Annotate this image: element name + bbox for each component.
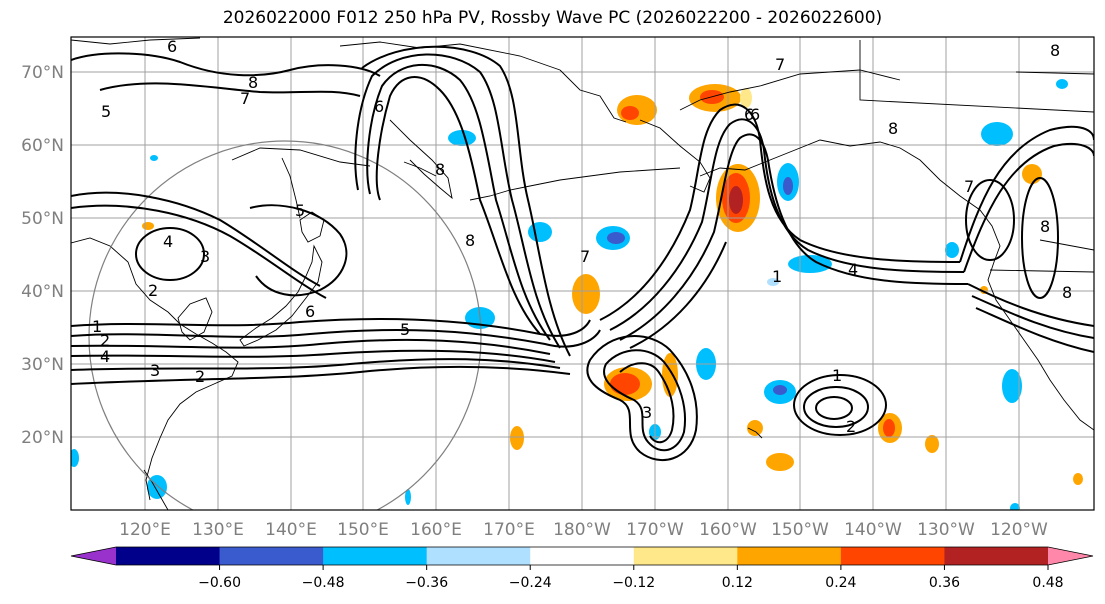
colorbar-tick-label: −0.60 — [198, 575, 241, 591]
lon-label: 130°E — [192, 520, 244, 540]
contour-label: 3 — [642, 403, 652, 422]
contour-labels: 6 8 7 5 6 8 6 7 8 8 5 4 3 2 1 2 3 4 6 5 … — [92, 37, 1072, 436]
contour-label: 5 — [101, 102, 111, 121]
map-title: 2026022000 F012 250 hPa PV, Rossby Wave … — [222, 8, 883, 28]
contour-label: 7 — [240, 89, 250, 108]
lat-label-50n: 50°N — [21, 209, 64, 229]
contour-label: 4 — [163, 232, 173, 251]
contour-label: 7 — [964, 177, 974, 196]
contour-label: 5 — [295, 201, 305, 220]
contour-label: 3 — [150, 361, 160, 380]
lat-label-70n: 70°N — [21, 63, 64, 83]
contour-label: 8 — [1050, 41, 1060, 60]
colorbar-segment — [633, 547, 738, 565]
contour-label: 6 — [744, 105, 754, 124]
lon-label: 160°W — [699, 520, 757, 540]
contour-label: 6 — [167, 37, 177, 56]
contour-label: 4 — [848, 260, 858, 279]
contour-label: 1 — [772, 267, 782, 286]
contour-label: 8 — [435, 160, 445, 179]
coastlines — [71, 37, 1094, 510]
lon-label: 180°W — [553, 520, 611, 540]
reference-circle — [88, 140, 482, 510]
contour-label: 8 — [1040, 217, 1050, 236]
contour-label: 4 — [100, 347, 110, 366]
contour-label: 6 — [374, 97, 384, 116]
lon-label: 120°W — [990, 520, 1048, 540]
lat-label-40n: 40°N — [21, 282, 64, 302]
lon-label: 150°E — [337, 520, 389, 540]
colorbar-segment — [944, 547, 1049, 565]
lat-label-30n: 30°N — [21, 355, 64, 375]
contour-label: 8 — [1062, 283, 1072, 302]
contour-label: 2 — [100, 331, 110, 350]
lon-label: 120°E — [119, 520, 171, 540]
contour-label: 7 — [775, 55, 785, 74]
lat-label-20n: 20°N — [21, 428, 64, 448]
contour-label: 2 — [148, 281, 158, 300]
lon-label: 160°E — [410, 520, 462, 540]
graticule — [71, 37, 1094, 510]
contour-label: 1 — [92, 317, 102, 336]
lon-label: 170°E — [483, 520, 535, 540]
contour-label: 8 — [888, 119, 898, 138]
colorbar-segment — [840, 547, 945, 565]
colorbar-segment — [323, 547, 428, 565]
colorbar-extend-max — [1048, 547, 1093, 565]
colorbar-tick-label: 0.24 — [825, 575, 856, 591]
map-frame — [70, 36, 1095, 511]
contour-label: 2 — [195, 367, 205, 386]
colorbar-outline — [70, 546, 1094, 566]
colorbar-tick-label: −0.12 — [612, 575, 655, 591]
contour-label: 6 — [750, 105, 760, 124]
contour-label: 5 — [400, 320, 410, 339]
contour-label: 1 — [832, 366, 842, 385]
contour-label: 8 — [465, 231, 475, 250]
colorbar-segment — [116, 547, 221, 565]
contour-label: 2 — [846, 417, 856, 436]
colorbar-segment — [219, 547, 324, 565]
lon-label: 170°W — [626, 520, 684, 540]
contour-label: 6 — [305, 302, 315, 321]
pv-contours — [71, 45, 1094, 461]
contour-label: 7 — [580, 247, 590, 266]
colorbar-tick-label: −0.36 — [405, 575, 448, 591]
colorbar: −0.60 −0.48 −0.36 −0.24 −0.12 0.12 0.24 0.36 0.4… — [70, 546, 1094, 591]
colorbar-segment — [530, 547, 635, 565]
colorbar-extend-min — [71, 547, 116, 565]
lon-label: 150°W — [771, 520, 829, 540]
colorbar-tick-label: 0.12 — [722, 575, 753, 591]
contour-label: 3 — [200, 247, 210, 266]
lat-label-60n: 60°N — [21, 136, 64, 156]
colorbar-tick-label: −0.48 — [302, 575, 345, 591]
latitude-labels: 70°N 60°N 50°N 40°N 30°N 20°N — [21, 63, 64, 448]
lon-label: 140°E — [265, 520, 317, 540]
colorbar-tick-label: −0.24 — [509, 575, 552, 591]
colorbar-tick-label: 0.36 — [929, 575, 960, 591]
colorbar-tick-label: 0.48 — [1032, 575, 1063, 591]
contour-label: 8 — [248, 73, 258, 92]
colorbar-segment — [737, 547, 842, 565]
colorbar-segment — [426, 547, 531, 565]
lon-label: 140°W — [844, 520, 902, 540]
longitude-labels: 120°E 130°E 140°E 150°E 160°E 170°E 180°… — [119, 520, 1048, 540]
lon-label: 130°W — [917, 520, 975, 540]
